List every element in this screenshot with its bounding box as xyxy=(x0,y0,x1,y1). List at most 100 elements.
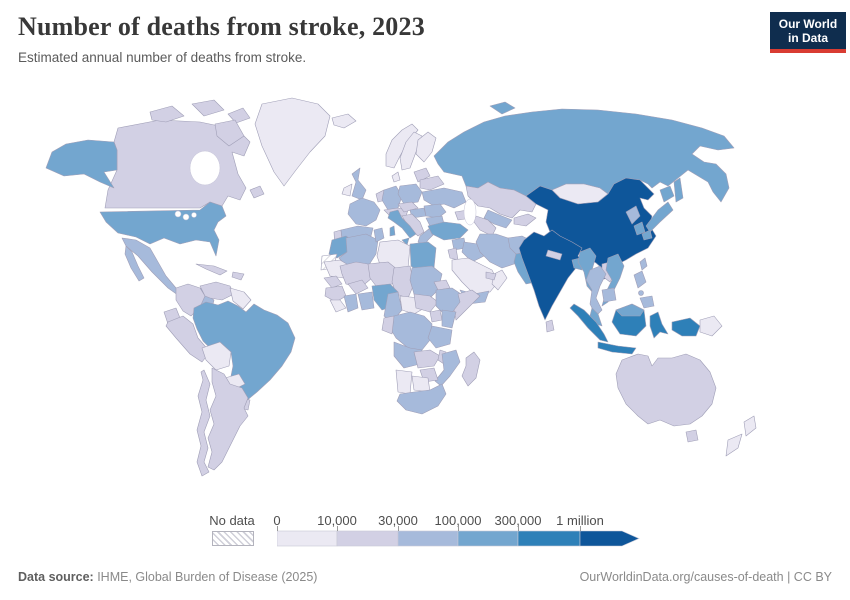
country-thailand[interactable] xyxy=(585,265,607,317)
legend-bin-0[interactable] xyxy=(277,530,338,547)
country-png[interactable] xyxy=(699,315,723,337)
country-philippines-luzon[interactable] xyxy=(633,270,647,289)
country-chile[interactable] xyxy=(196,369,211,477)
country-ukraine[interactable] xyxy=(421,187,467,209)
country-cuba[interactable] xyxy=(195,263,228,276)
country-australia[interactable] xyxy=(615,353,717,427)
legend-bin-3[interactable] xyxy=(457,530,519,547)
region-ghana-togo-benin[interactable] xyxy=(357,291,375,311)
country-philippines-visayas[interactable] xyxy=(638,290,644,296)
legend-no-data-swatch[interactable] xyxy=(212,531,254,546)
country-new-zealand-north[interactable] xyxy=(743,415,757,437)
country-nepal[interactable] xyxy=(545,249,563,261)
region-kyrgyz-tajik[interactable] xyxy=(513,213,537,227)
great-lake xyxy=(191,212,197,218)
country-north-korea[interactable] xyxy=(625,205,641,225)
page-title: Number of deaths from stroke, 2023 xyxy=(18,12,425,41)
country-malaysia-peninsula[interactable] xyxy=(589,307,603,327)
country-cambodia[interactable] xyxy=(601,287,617,303)
country-greenland[interactable] xyxy=(254,97,331,187)
country-south-africa[interactable] xyxy=(396,383,447,415)
country-madagascar[interactable] xyxy=(461,351,481,387)
country-italy-sicily[interactable] xyxy=(401,237,410,246)
country-sudan[interactable] xyxy=(409,265,443,301)
legend-tick-0: 0 xyxy=(273,513,281,528)
country-south-sudan[interactable] xyxy=(413,293,439,313)
country-tunisia[interactable] xyxy=(373,227,385,243)
country-niger[interactable] xyxy=(367,261,399,287)
region-senegal[interactable] xyxy=(323,275,343,289)
country-mozambique[interactable] xyxy=(434,349,461,387)
region-congo-gabon[interactable] xyxy=(381,315,395,335)
country-france[interactable] xyxy=(347,197,381,227)
legend-bin-5[interactable] xyxy=(579,530,640,547)
legend-bin-1[interactable] xyxy=(336,530,399,547)
country-argentina[interactable] xyxy=(207,367,249,471)
country-uganda[interactable] xyxy=(429,309,443,323)
country-taiwan[interactable] xyxy=(639,257,648,271)
country-malaysia-borneo[interactable] xyxy=(615,303,645,317)
country-sri-lanka[interactable] xyxy=(545,319,555,333)
country-canada-islands[interactable] xyxy=(191,99,225,117)
region-sierra-liberia[interactable] xyxy=(329,299,347,313)
legend-bin-4[interactable] xyxy=(517,530,581,547)
country-japan-hokkaido[interactable] xyxy=(659,185,675,203)
country-indonesia-java[interactable] xyxy=(597,341,637,355)
country-indonesia-sulawesi[interactable] xyxy=(649,311,669,339)
country-russia-novaya-zemlya[interactable] xyxy=(489,101,516,115)
region-guyanas[interactable] xyxy=(229,287,252,310)
country-russia-sakhalin[interactable] xyxy=(673,177,684,203)
country-canada-islands[interactable] xyxy=(227,107,251,124)
country-poland[interactable] xyxy=(397,183,423,205)
country-drc[interactable] xyxy=(389,311,433,351)
country-canada-islands[interactable] xyxy=(149,105,185,123)
country-venezuela[interactable] xyxy=(199,281,235,301)
country-italy-sardinia[interactable] xyxy=(389,225,396,237)
country-tanzania[interactable] xyxy=(427,325,453,349)
country-ireland[interactable] xyxy=(341,183,353,197)
country-india[interactable] xyxy=(518,229,585,321)
country-tasmania[interactable] xyxy=(685,429,699,443)
country-saudi-arabia[interactable] xyxy=(451,257,499,295)
country-mexico-baja[interactable] xyxy=(124,245,145,282)
country-mali[interactable] xyxy=(339,261,373,289)
country-usa[interactable] xyxy=(99,201,227,257)
country-hispaniola[interactable] xyxy=(231,271,245,281)
country-bolivia[interactable] xyxy=(201,341,232,371)
country-italy[interactable] xyxy=(387,209,417,239)
country-burkina[interactable] xyxy=(347,279,369,295)
region-israel-jordan[interactable] xyxy=(447,247,459,261)
region-guinea[interactable] xyxy=(324,285,347,303)
owid-logo[interactable]: Our World in Data xyxy=(770,12,846,53)
country-japan-kyushu[interactable] xyxy=(641,229,653,241)
region-uae-qatar[interactable] xyxy=(485,271,497,281)
country-finland[interactable] xyxy=(415,131,437,163)
logo-line2: in Data xyxy=(787,30,828,45)
country-romania[interactable] xyxy=(423,203,447,219)
country-alaska[interactable] xyxy=(45,139,118,189)
country-canada-islands[interactable] xyxy=(214,119,245,147)
country-canada-newfoundland[interactable] xyxy=(249,185,265,199)
country-turkey[interactable] xyxy=(427,221,469,241)
legend-bin-2[interactable] xyxy=(397,530,459,547)
country-denmark[interactable] xyxy=(391,171,401,183)
country-somalia[interactable] xyxy=(453,289,481,321)
country-botswana[interactable] xyxy=(411,375,431,393)
country-uzbekistan[interactable] xyxy=(483,209,513,229)
country-belarus[interactable] xyxy=(419,175,445,191)
region-czech-slovakia[interactable] xyxy=(397,201,419,213)
country-indonesia-papua[interactable] xyxy=(671,317,701,337)
country-south-korea[interactable] xyxy=(633,221,646,236)
country-kazakhstan[interactable] xyxy=(465,181,537,219)
country-ivory-coast[interactable] xyxy=(343,293,359,313)
country-indonesia-sumatra[interactable] xyxy=(569,303,609,343)
country-zambia[interactable] xyxy=(413,349,441,369)
country-kenya[interactable] xyxy=(441,309,457,329)
country-uk[interactable] xyxy=(351,167,367,201)
country-iceland[interactable] xyxy=(331,113,357,129)
credit-link[interactable]: OurWorldinData.org/causes-of-death | CC … xyxy=(579,570,832,584)
country-new-zealand-south[interactable] xyxy=(725,433,743,457)
region-baltics[interactable] xyxy=(413,167,431,183)
country-namibia[interactable] xyxy=(395,369,413,395)
country-philippines-mindanao[interactable] xyxy=(639,295,655,309)
